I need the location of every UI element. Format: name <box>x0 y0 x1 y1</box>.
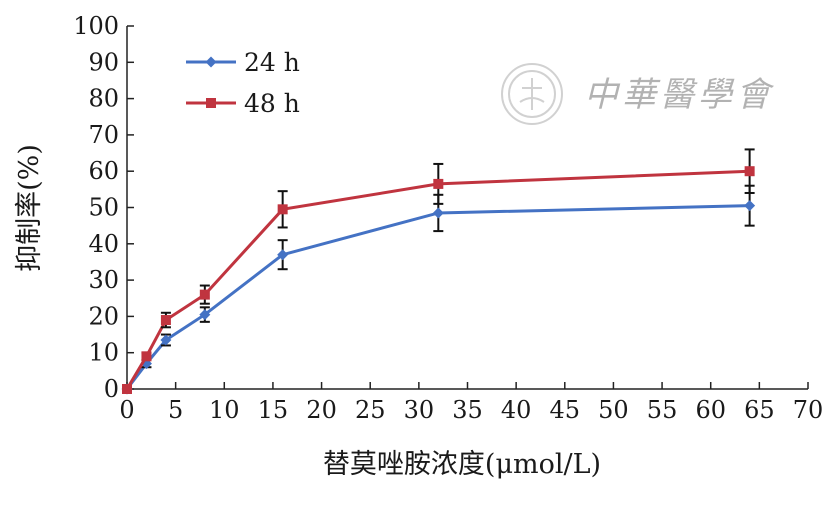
legend-label: 24 h <box>244 48 300 77</box>
ticks: 0 10 20 30 40 50 60 70 80 90 100 0 5 10 15 20 25 30 35 40 45… <box>73 12 823 424</box>
seal-icon <box>501 63 563 125</box>
data-point <box>199 289 210 300</box>
x-tick-label: 60 <box>695 396 726 424</box>
data-point <box>744 166 755 177</box>
x-tick-label: 20 <box>306 396 337 424</box>
x-tick-label: 50 <box>598 396 629 424</box>
x-tick-label: 5 <box>168 396 183 424</box>
x-tick-label: 30 <box>404 396 435 424</box>
data-point <box>744 200 756 212</box>
x-axis-title: 替莫唑胺浓度(μmol/L) <box>323 449 601 480</box>
watermark: 中華醫學會 <box>501 63 775 125</box>
legend: 24 h 48 h <box>186 48 300 118</box>
x-tick-label: 40 <box>501 396 532 424</box>
data-point <box>160 315 171 326</box>
x-tick-label: 55 <box>647 396 678 424</box>
y-tick-label: 30 <box>88 266 119 294</box>
x-tick-label: 10 <box>209 396 240 424</box>
data-point <box>122 384 132 394</box>
watermark-text: 中華醫學會 <box>584 75 775 115</box>
y-axis-title: 抑制率(%) <box>14 144 45 272</box>
data-point <box>277 249 289 261</box>
y-tick-label: 60 <box>88 157 119 185</box>
y-tick-label: 70 <box>88 121 119 149</box>
y-tick-label: 10 <box>88 339 119 367</box>
legend-item-24-h: 24 h <box>186 48 300 77</box>
data-point <box>432 207 444 219</box>
y-tick-label: 40 <box>88 230 119 258</box>
data-point <box>141 351 152 362</box>
series <box>121 148 756 395</box>
x-tick-label: 35 <box>452 396 483 424</box>
series-48-h <box>122 148 755 394</box>
x-tick-label: 65 <box>744 396 775 424</box>
y-tick-label: 0 <box>104 375 119 403</box>
data-point <box>433 178 444 189</box>
series-24-h <box>121 184 756 395</box>
x-tick-label: 15 <box>258 396 289 424</box>
x-tick-label: 25 <box>355 396 386 424</box>
x-tick-label: 45 <box>550 396 581 424</box>
data-point <box>160 334 172 346</box>
data-point <box>199 309 211 321</box>
data-point <box>277 204 288 215</box>
x-tick-label: 0 <box>119 396 134 424</box>
y-tick-label: 100 <box>73 12 119 40</box>
y-tick-label: 90 <box>88 48 119 76</box>
y-tick-label: 50 <box>88 194 119 222</box>
legend-marker <box>205 56 217 68</box>
y-tick-label: 20 <box>88 302 119 330</box>
legend-marker <box>206 98 216 108</box>
legend-label: 48 h <box>244 89 300 118</box>
legend-item-48-h: 48 h <box>186 89 300 118</box>
y-tick-label: 80 <box>88 85 119 113</box>
x-tick-label: 70 <box>793 396 824 424</box>
series-line <box>125 204 750 390</box>
